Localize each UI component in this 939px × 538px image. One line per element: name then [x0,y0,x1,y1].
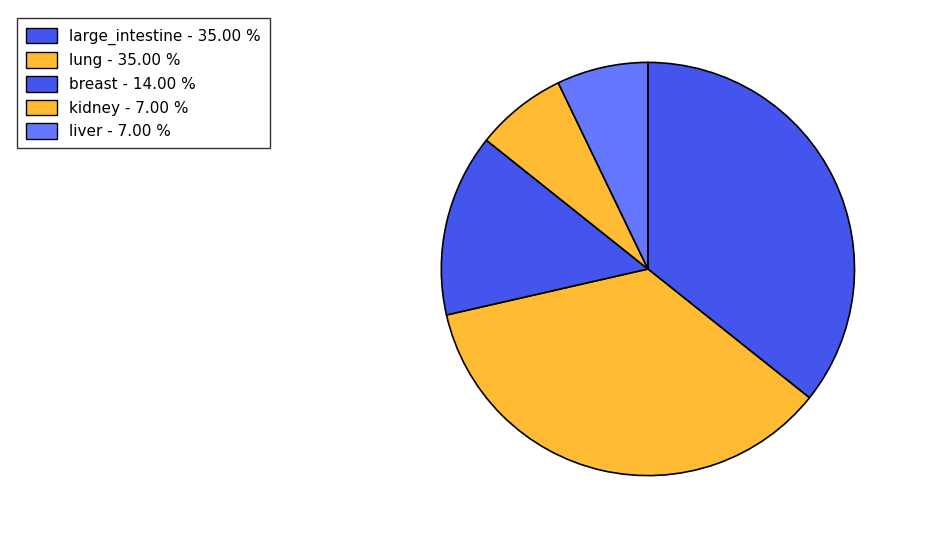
Wedge shape [441,140,648,315]
Wedge shape [648,62,854,398]
Legend: large_intestine - 35.00 %, lung - 35.00 %, breast - 14.00 %, kidney - 7.00 %, li: large_intestine - 35.00 %, lung - 35.00 … [17,18,269,148]
Wedge shape [447,269,809,476]
Wedge shape [559,62,648,269]
Wedge shape [486,83,648,269]
